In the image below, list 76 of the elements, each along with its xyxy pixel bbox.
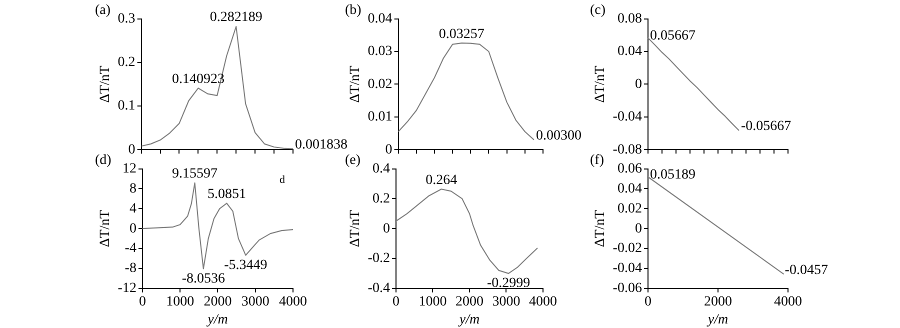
x-axis-title: y/m xyxy=(706,312,728,328)
annotation: 0.03257 xyxy=(438,26,484,42)
y-tick-label: 0.2 xyxy=(118,55,136,70)
y-tick-label: 0.2 xyxy=(372,191,390,206)
chart-title: (e) xyxy=(345,153,361,168)
y-tick-label: 0.01 xyxy=(368,110,392,125)
y-tick-label: 0.06 xyxy=(617,161,642,176)
y-tick-label: 0.4 xyxy=(372,161,390,176)
x-tick-label: 2000 xyxy=(204,294,232,310)
annotation: -0.05667 xyxy=(740,119,792,134)
x-tick-label: 1000 xyxy=(166,294,194,310)
y-tick-label: 0.08 xyxy=(617,11,642,26)
y-tick-label: 0 xyxy=(128,142,136,158)
x-tick-label: 0 xyxy=(644,294,652,310)
x-tick-label: 3000 xyxy=(241,294,270,310)
y-axis-title: ΔT/nT xyxy=(348,210,364,248)
chart-title: (b) xyxy=(345,3,362,18)
chart-title: (d) xyxy=(95,153,112,168)
annotation: -5.3449 xyxy=(224,258,268,273)
y-tick-label: 0.02 xyxy=(368,76,392,92)
text: 0.001838 xyxy=(295,137,348,152)
y-tick-label: 12 xyxy=(122,161,136,176)
annotation: -0.0457 xyxy=(784,262,828,278)
y-tick-label: 0.04 xyxy=(617,44,642,60)
y-tick-label: 0.3 xyxy=(118,11,136,26)
y-tick-label: 0.04 xyxy=(617,181,642,196)
annotation: 0.264 xyxy=(426,172,458,188)
y-tick-label: 0.02 xyxy=(617,201,642,216)
annotation: d xyxy=(280,174,286,186)
y-tick-label: 0 xyxy=(385,142,392,158)
y-axis-title: ΔT/nT xyxy=(593,210,608,248)
annotation: 0.05667 xyxy=(650,28,696,44)
y-tick-label: 0.1 xyxy=(118,98,136,114)
y-tick-label: 0 xyxy=(382,221,390,236)
y-axis-title: ΔT/nT xyxy=(98,210,114,248)
annotation: 0.282189 xyxy=(210,10,262,26)
y-axis-title: ΔT/nT xyxy=(98,65,114,103)
annotation: 0.140923 xyxy=(172,72,224,87)
annotation: 0.05189 xyxy=(650,168,696,183)
x-tick-label: 4000 xyxy=(279,294,307,310)
chart-title: (c) xyxy=(590,3,606,18)
y-tick-label: 0 xyxy=(634,76,642,92)
y-tick-label: -12 xyxy=(118,281,136,296)
y-tick-label: 4 xyxy=(129,201,136,216)
annotation: 0.00300 xyxy=(536,128,582,144)
x-tick-label: 3000 xyxy=(492,294,520,310)
annotation: 5.0851 xyxy=(207,186,246,202)
y-axis-title: ΔT/nT xyxy=(593,65,608,103)
y-tick-label: -8 xyxy=(124,261,136,276)
y-tick-label: -0.02 xyxy=(612,241,642,256)
y-tick-label: -0.04 xyxy=(612,261,642,276)
y-axis-title: ΔT/nT xyxy=(348,65,364,103)
y-tick-label: 0.04 xyxy=(368,11,392,26)
y-tick-label: 0.03 xyxy=(368,44,392,60)
y-tick-label: -4 xyxy=(124,241,136,256)
y-tick-label: -0.08 xyxy=(612,142,642,158)
x-tick-label: 4000 xyxy=(529,294,557,310)
chart-title: (a) xyxy=(95,3,111,18)
y-tick-label: 0 xyxy=(634,221,642,236)
y-tick-label: -0.2 xyxy=(368,251,390,266)
y-tick-label: -0.4 xyxy=(368,281,390,296)
x-tick-label: 0 xyxy=(138,294,146,310)
x-axis-title: y/m xyxy=(457,312,480,328)
x-tick-label: 1000 xyxy=(418,294,447,310)
annotation: 9.15597 xyxy=(172,166,218,182)
annotation: -0.2999 xyxy=(486,276,530,292)
y-tick-label: 0 xyxy=(129,221,136,236)
chart-title: (f) xyxy=(590,153,604,168)
y-tick-label: 8 xyxy=(129,181,136,196)
x-tick-label: 4000 xyxy=(774,294,802,310)
x-tick-label: 2000 xyxy=(455,294,484,310)
y-tick-label: -0.04 xyxy=(612,110,642,125)
annotation: -8.0536 xyxy=(182,271,225,286)
y-tick-label: -0.06 xyxy=(612,281,642,296)
x-tick-label: 2000 xyxy=(704,294,732,310)
x-axis-title: y/m xyxy=(206,312,228,328)
